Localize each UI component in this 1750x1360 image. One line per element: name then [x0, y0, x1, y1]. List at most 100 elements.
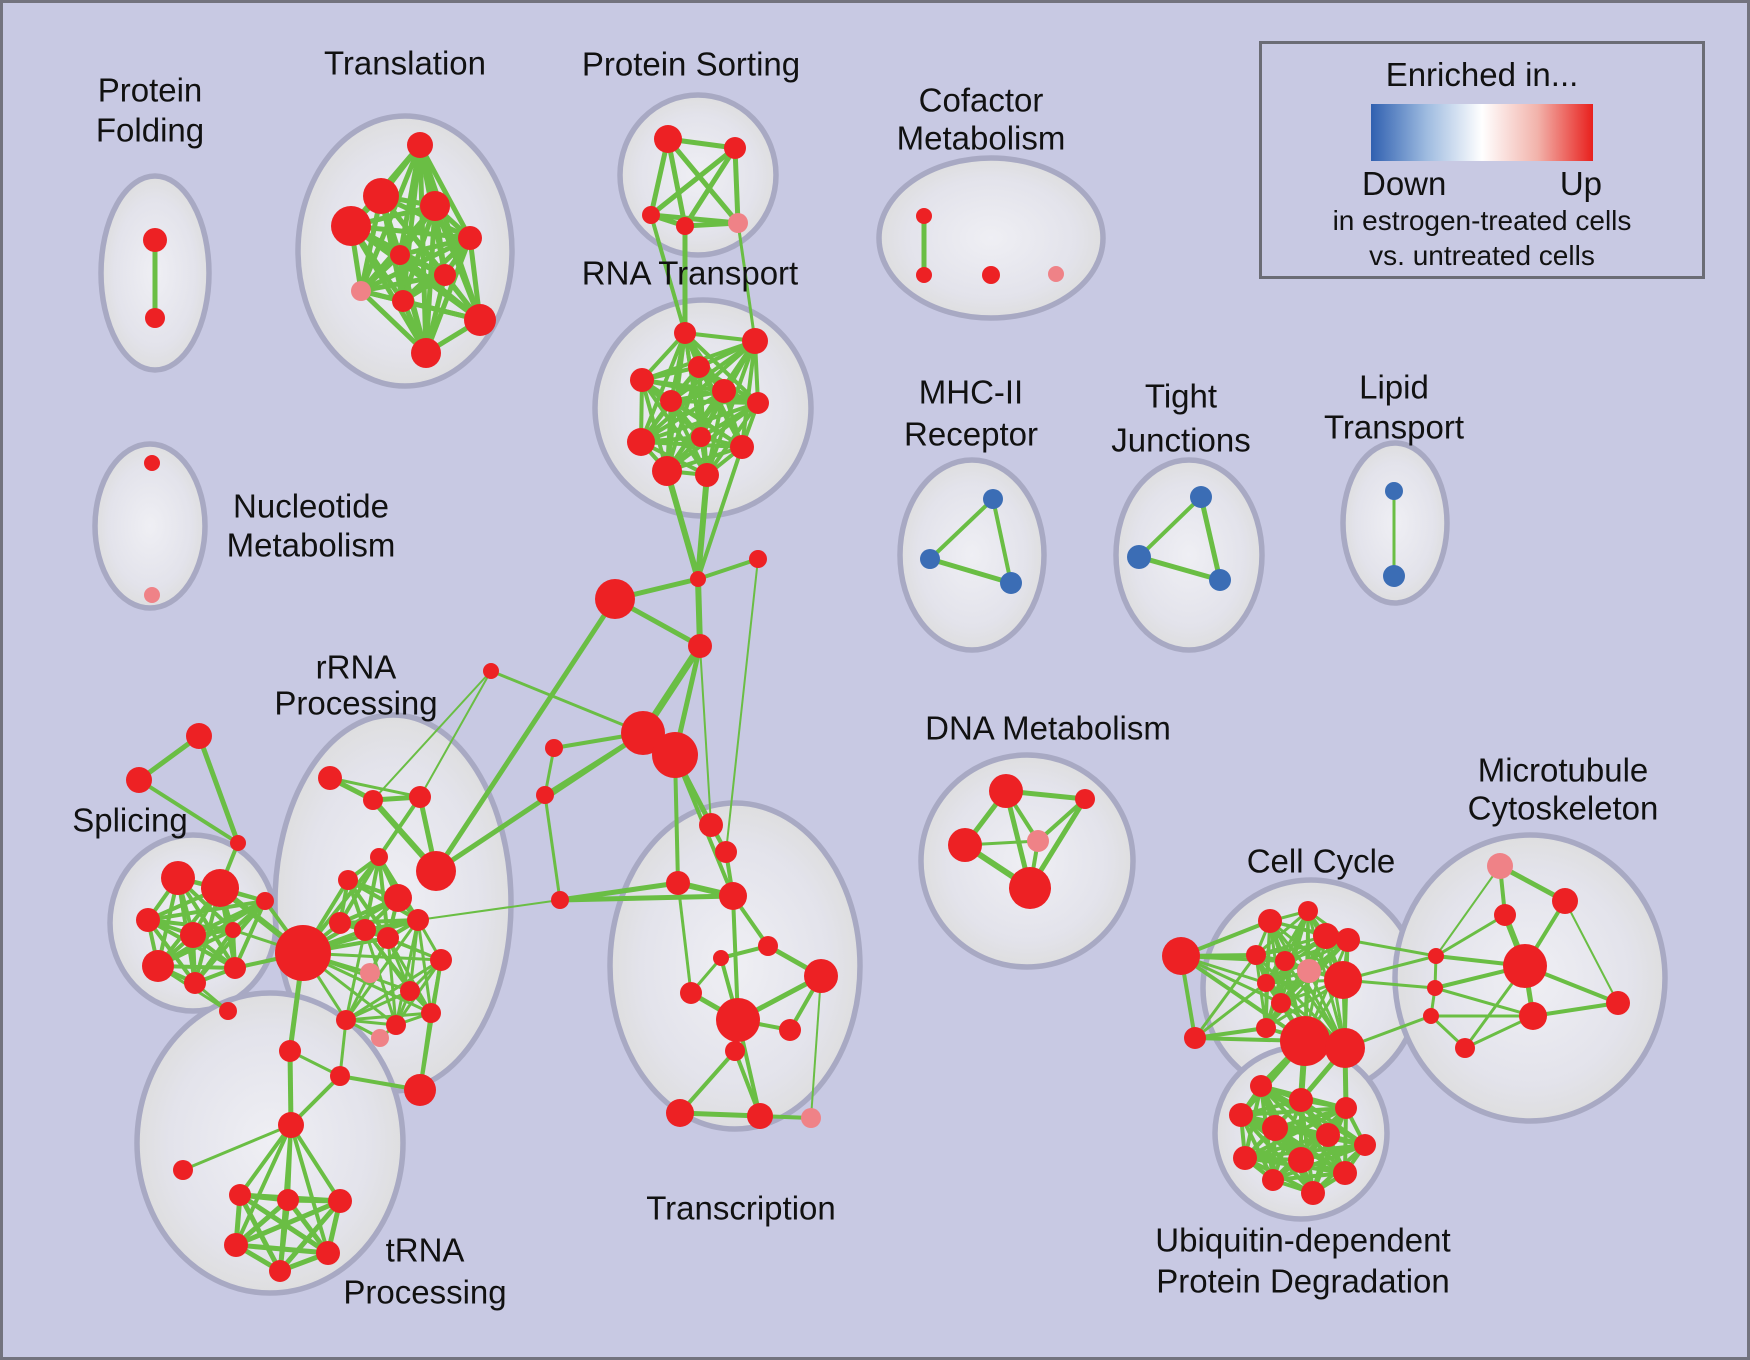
- node-mtb2: [1427, 980, 1443, 996]
- edge: [372, 670, 492, 801]
- edge: [670, 399, 759, 405]
- node-pf2: [145, 308, 165, 328]
- node-rr18: [421, 1003, 441, 1023]
- edge: [695, 474, 710, 580]
- node-rt11: [652, 456, 682, 486]
- cluster-label-translation-line1: Translation: [324, 45, 486, 82]
- node-cc9: [1257, 974, 1275, 992]
- cluster-label-cell-cycle-line1: Cell Cycle: [1247, 843, 1396, 880]
- edge: [649, 214, 687, 334]
- node-dm5: [1009, 867, 1051, 909]
- node-tx3: [666, 871, 690, 895]
- node-tl7: [434, 264, 456, 286]
- edge: [1240, 1106, 1347, 1117]
- edge: [1272, 1171, 1346, 1182]
- node-ub3: [1335, 1097, 1357, 1119]
- node-tl6: [390, 245, 410, 265]
- node-tx2: [715, 841, 737, 863]
- node-ccb1: [1162, 937, 1200, 975]
- node-rr2: [363, 790, 383, 810]
- edge: [363, 929, 433, 1014]
- node-c3: [595, 579, 635, 619]
- edge: [928, 497, 995, 561]
- node-nm2: [144, 587, 160, 603]
- edge: [347, 878, 419, 922]
- cluster-label-microtubule-cytoskeleton-line1: Microtubule: [1478, 752, 1649, 789]
- cluster-label-rna-transport-line1: RNA Transport: [582, 255, 798, 292]
- node-rt9: [691, 427, 711, 447]
- node-cf4: [1048, 266, 1064, 282]
- cluster-label-tight-junctions-line2: Junctions: [1111, 422, 1250, 459]
- edge: [345, 958, 442, 1022]
- node-ub9: [1288, 1147, 1314, 1173]
- node-sp4: [180, 922, 206, 948]
- node-ps4: [676, 217, 694, 235]
- node-nm1: [144, 455, 160, 471]
- cluster-label-cofactor-metabolism-line1: Cofactor: [919, 82, 1044, 119]
- edge: [740, 340, 757, 448]
- edge: [386, 937, 398, 1026]
- cluster-label-splicing-line1: Splicing: [72, 802, 188, 839]
- cluster-label-microtubule-cytoskeleton-line2: Cytoskeleton: [1468, 790, 1659, 827]
- node-sp1: [161, 861, 195, 895]
- node-cc6: [1275, 951, 1295, 971]
- node-tl10: [464, 304, 496, 336]
- node-tl9: [392, 290, 414, 312]
- node-tn3: [328, 1189, 352, 1213]
- node-sp7: [184, 972, 206, 994]
- node-rt1: [674, 322, 696, 344]
- node-cc11: [1256, 1018, 1276, 1038]
- cluster-label-trna-processing-line1: tRNA: [386, 1232, 465, 1269]
- cluster-label-trna-processing-line2: Processing: [343, 1274, 506, 1311]
- node-sp6: [142, 950, 174, 982]
- node-dm4: [1027, 830, 1049, 852]
- node-mtb3: [1423, 1008, 1439, 1024]
- legend-up-label: Up: [1559, 165, 1602, 202]
- node-ub12: [1301, 1181, 1325, 1205]
- node-cf1: [916, 208, 932, 224]
- edge: [666, 137, 740, 225]
- edge: [1254, 954, 1268, 1029]
- edge: [991, 498, 1013, 584]
- edge: [1532, 1001, 1619, 1018]
- node-mt3: [1494, 904, 1516, 926]
- edge: [705, 401, 760, 477]
- edge: [137, 778, 240, 845]
- edge: [1435, 865, 1501, 957]
- edge: [394, 919, 420, 1026]
- edge: [1137, 495, 1203, 559]
- node-ub5: [1262, 1115, 1288, 1141]
- node-ub11: [1262, 1169, 1284, 1191]
- cluster-label-ubiquitin-dependent-protein-degradation-line2: Protein Degradation: [1156, 1263, 1450, 1300]
- edge: [696, 446, 744, 580]
- node-cc13: [1325, 1028, 1365, 1068]
- bubble-cofactor-metabolism: [876, 155, 1106, 321]
- edge: [639, 332, 687, 443]
- node-rt3: [688, 356, 710, 378]
- node-ps5: [728, 213, 748, 233]
- node-cc2: [1298, 901, 1318, 921]
- edge: [697, 557, 759, 581]
- edge: [665, 401, 760, 473]
- node-tj3: [1209, 569, 1231, 591]
- node-rr9: [354, 919, 376, 941]
- node-tl3: [420, 191, 450, 221]
- node-tj2: [1127, 545, 1151, 569]
- cluster-label-lipid-transport-line1: Lipid: [1359, 369, 1429, 406]
- node-ub6: [1316, 1123, 1340, 1147]
- bubble-tight-junctions: [1113, 457, 1265, 653]
- node-ub2: [1289, 1088, 1313, 1112]
- edge: [418, 959, 443, 1091]
- node-rr17: [400, 981, 420, 1001]
- cluster-label-transcription-line1: Transcription: [646, 1190, 836, 1227]
- node-c6: [652, 732, 698, 778]
- node-ccb2: [1184, 1027, 1206, 1049]
- node-rr10: [377, 927, 399, 949]
- node-sp8: [224, 957, 246, 979]
- legend-caption-line2: vs. untreated cells: [1369, 240, 1595, 271]
- edge: [419, 670, 492, 798]
- node-rr7: [384, 884, 412, 912]
- node-ub7: [1354, 1134, 1376, 1156]
- node-tn5: [316, 1241, 340, 1265]
